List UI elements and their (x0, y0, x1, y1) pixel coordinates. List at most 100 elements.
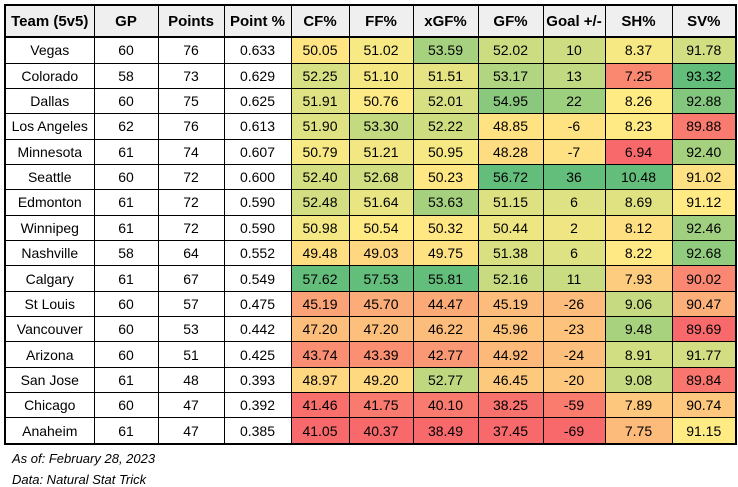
stat-cell: 50.44 (477, 214, 544, 241)
team-cell: Vegas (4, 36, 95, 64)
stat-cell: 50.98 (290, 214, 350, 241)
stat-cell: 72 (157, 189, 225, 216)
stat-cell: 40.10 (412, 392, 479, 419)
stat-cell: 7.93 (604, 265, 673, 292)
stat-cell: 51.15 (477, 189, 544, 216)
stat-cell: 51.02 (348, 36, 414, 64)
stat-cell: 51.10 (348, 62, 414, 89)
stat-cell: 9.06 (604, 290, 673, 318)
stat-cell: 8.22 (604, 239, 673, 267)
team-cell: Arizona (4, 341, 95, 368)
stat-cell: 91.77 (671, 341, 737, 368)
as-of-note: As of: February 28, 2023 (12, 451, 156, 466)
table-row: Los Angeles 62 76 0.613 51.90 53.30 52.22 48.85… (4, 113, 737, 140)
stat-cell: 52.02 (477, 36, 544, 64)
stat-cell: 38.49 (412, 417, 479, 445)
stat-cell: 90.74 (671, 392, 737, 419)
stat-cell: 53.63 (412, 189, 479, 216)
stat-cell: 92.46 (671, 214, 737, 241)
stat-cell: 45.96 (477, 316, 544, 343)
column-header-sv: SV% (671, 4, 737, 38)
team-cell: Dallas (4, 87, 95, 115)
stat-cell: 50.95 (412, 138, 479, 165)
stat-cell: 58 (93, 239, 159, 267)
stat-cell: -7 (542, 138, 606, 165)
stat-cell: 0.442 (223, 316, 292, 343)
stat-cell: 0.475 (223, 290, 292, 318)
stat-cell: 49.03 (348, 239, 414, 267)
stat-cell: 92.40 (671, 138, 737, 165)
stat-cell: 13 (542, 62, 606, 89)
stat-cell: 62 (93, 113, 159, 140)
stat-cell: 61 (93, 138, 159, 165)
table-row: Edmonton 61 72 0.590 52.48 51.64 53.63 51.15 6 8.… (4, 189, 737, 216)
table-row: Vancouver 60 53 0.442 47.20 47.20 46.22 45.96 -2… (4, 316, 737, 343)
table-row: Winnipeg 61 72 0.590 50.98 50.54 50.32 50.44 2 8.… (4, 214, 737, 241)
stat-cell: 60 (93, 392, 159, 419)
stat-cell: 67 (157, 265, 225, 292)
stat-cell: 51.51 (412, 62, 479, 89)
table-row: Nashville 58 64 0.552 49.48 49.03 49.75 51.38 6 8… (4, 239, 737, 267)
stat-cell: 50.05 (290, 36, 350, 64)
team-cell: Nashville (4, 239, 95, 267)
stat-cell: 91.15 (671, 417, 737, 445)
stat-cell: 45.70 (348, 290, 414, 318)
stat-cell: 52.22 (412, 113, 479, 140)
stat-cell: 48 (157, 366, 225, 394)
column-header-goal: Goal +/- (542, 4, 606, 38)
stat-cell: 11 (542, 265, 606, 292)
stat-cell: 0.425 (223, 341, 292, 368)
stat-cell: 90.02 (671, 265, 737, 292)
stat-cell: 52.01 (412, 87, 479, 115)
stat-cell: 64 (157, 239, 225, 267)
stat-cell: 61 (93, 214, 159, 241)
stat-cell: 89.88 (671, 113, 737, 140)
stat-cell: 43.39 (348, 341, 414, 368)
stat-cell: 89.84 (671, 366, 737, 394)
stat-cell: 52.25 (290, 62, 350, 89)
stat-cell: 72 (157, 163, 225, 191)
stat-cell: 22 (542, 87, 606, 115)
stats-table: Team (5v5) GP Points Point % CF% FF% xGF% GF% Go… (4, 4, 737, 445)
stat-cell: 60 (93, 36, 159, 64)
stat-cell: 44.92 (477, 341, 544, 368)
stat-cell: -20 (542, 366, 606, 394)
stat-cell: 8.26 (604, 87, 673, 115)
column-header-xgf: xGF% (412, 4, 479, 38)
stat-cell: 55.81 (412, 265, 479, 292)
stat-cell: 6 (542, 189, 606, 216)
stat-cell: 53 (157, 316, 225, 343)
stat-cell: 0.629 (223, 62, 292, 89)
stat-cell: 92.68 (671, 239, 737, 267)
stat-cell: 7.25 (604, 62, 673, 89)
stat-cell: 50.54 (348, 214, 414, 241)
stat-cell: 61 (93, 189, 159, 216)
table-row: Anaheim 61 47 0.385 41.05 40.37 38.49 37.45 -69 7… (4, 417, 737, 445)
stat-cell: 91.02 (671, 163, 737, 191)
column-header-cf: CF% (290, 4, 350, 38)
stat-cell: 51 (157, 341, 225, 368)
stat-cell: 57 (157, 290, 225, 318)
stat-cell: 8.12 (604, 214, 673, 241)
stat-cell: 54.95 (477, 87, 544, 115)
stat-cell: 8.23 (604, 113, 673, 140)
stat-cell: 0.590 (223, 214, 292, 241)
stat-cell: 60 (93, 87, 159, 115)
stat-cell: 92.88 (671, 87, 737, 115)
team-cell: Calgary (4, 265, 95, 292)
stat-cell: -23 (542, 316, 606, 343)
column-header-gf: GF% (477, 4, 544, 38)
stat-cell: 72 (157, 214, 225, 241)
stat-cell: 45.19 (477, 290, 544, 318)
stat-cell: 0.600 (223, 163, 292, 191)
stat-cell: 6 (542, 239, 606, 267)
stat-cell: 89.69 (671, 316, 737, 343)
stat-cell: 60 (93, 163, 159, 191)
table-row: Vegas 60 76 0.633 50.05 51.02 53.59 52.02 10 8.37… (4, 36, 737, 64)
stat-cell: 48.97 (290, 366, 350, 394)
stat-cell: 58 (93, 62, 159, 89)
stat-cell: 47 (157, 417, 225, 445)
team-cell: Vancouver (4, 316, 95, 343)
team-cell: Edmonton (4, 189, 95, 216)
stat-cell: 0.625 (223, 87, 292, 115)
